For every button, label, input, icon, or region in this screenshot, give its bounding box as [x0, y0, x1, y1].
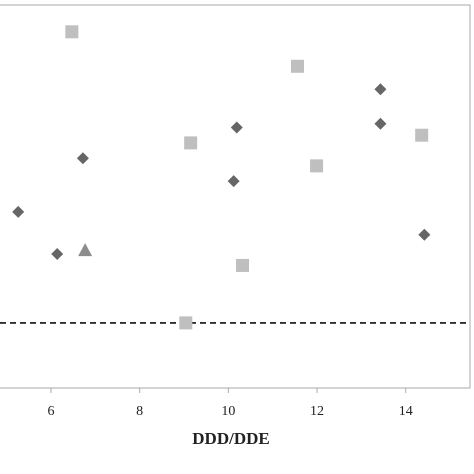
square-point [184, 136, 198, 150]
x-tick-label: 14 [399, 404, 413, 419]
square-point [310, 159, 324, 173]
diamond-point [418, 228, 431, 241]
x-tick-label: 6 [47, 404, 54, 419]
diamond-point [12, 205, 25, 218]
x-tick-label: 12 [310, 404, 324, 419]
diamond-point [374, 83, 387, 96]
x-tick-label: 8 [136, 404, 143, 419]
square-point [291, 59, 305, 73]
diamond-point [230, 121, 243, 134]
diamond-point [374, 117, 387, 130]
square-point [65, 25, 79, 39]
diamond-point [227, 175, 240, 188]
diamond-point [76, 152, 89, 165]
square-point [179, 316, 193, 330]
triangle-point [78, 243, 93, 257]
plot-frame [0, 4, 471, 389]
x-tick-label: 10 [221, 404, 235, 419]
square-point [236, 258, 250, 272]
diamond-point [51, 247, 64, 260]
x-axis-label: DDD/DDE [192, 429, 269, 448]
square-point [415, 128, 429, 142]
